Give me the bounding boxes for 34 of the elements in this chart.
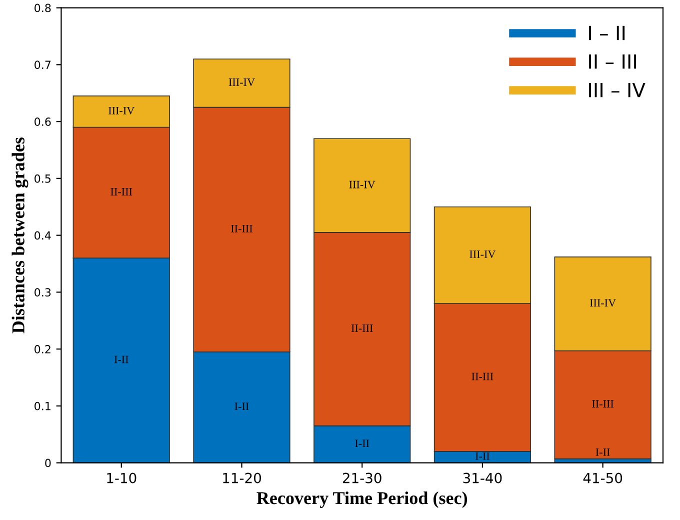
data-label: I-II (114, 356, 128, 364)
legend-label: I – II (589, 26, 625, 40)
data-label: III-IV (470, 250, 496, 258)
legend-label: II – III (589, 54, 636, 69)
y-tick-label: 0.1 (34, 402, 50, 410)
y-tick-label: 0 (45, 458, 51, 468)
y-tick-label: 0.8 (34, 4, 51, 12)
y-tick-label: 0.2 (34, 345, 50, 354)
data-label: I-II (355, 440, 370, 447)
data-label: III-IV (228, 78, 255, 86)
data-label: III-IV (590, 299, 616, 307)
x-axis-title: Recovery Time Period (sec) (256, 492, 468, 508)
data-label: I-II (234, 402, 249, 410)
data-label: II-III (351, 324, 373, 332)
y-tick-label: 0.6 (34, 118, 51, 126)
data-label: I-II (596, 448, 610, 456)
data-label: III-IV (108, 106, 135, 114)
x-tick-label: 41-50 (583, 472, 622, 484)
x-tick-label: 21-30 (342, 472, 382, 484)
y-tick-label: 0.3 (34, 288, 51, 297)
y-tick-label: 0.7 (34, 60, 51, 70)
x-tick-label: 31-40 (463, 472, 502, 484)
data-label: II-III (472, 372, 494, 380)
data-label: II-III (110, 188, 132, 196)
y-axis-title: Distances between grades (12, 137, 28, 334)
y-tick-label: 0.4 (34, 231, 51, 240)
y-tick-label: 0.5 (34, 174, 51, 183)
x-tick-label: 1-10 (107, 472, 136, 484)
data-label: II-III (231, 225, 252, 232)
x-tick-label: 11-20 (223, 472, 261, 484)
data-label: I-II (475, 452, 490, 460)
data-label: III-IV (349, 180, 376, 188)
data-label: II-III (592, 400, 614, 408)
legend-label: III – IV (589, 82, 646, 98)
